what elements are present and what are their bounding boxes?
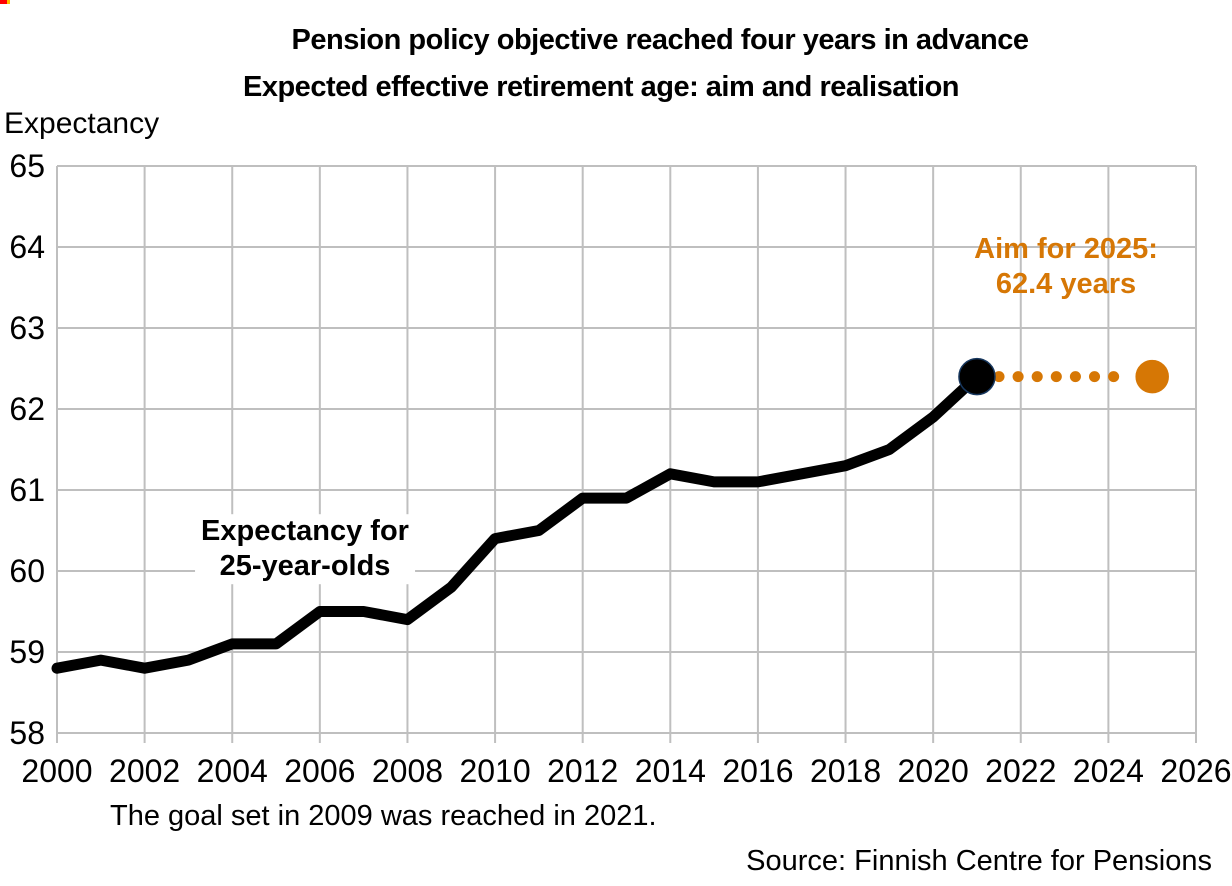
aim-label-line1: Aim for 2025: [974,233,1158,266]
y-tick-label: 61 [9,472,45,508]
y-tick-label: 58 [9,715,45,751]
y-tick-label: 60 [9,553,45,589]
y-tick-label: 62 [9,391,45,427]
x-tick-label: 2020 [898,753,969,789]
x-tick-label: 2010 [459,753,530,789]
x-tick-label: 2004 [197,753,268,789]
x-tick-label: 2024 [1073,753,1144,789]
series-label-line2: 25-year-olds [219,550,391,582]
corner-artifact [0,0,7,4]
y-tick-label: 59 [9,634,45,670]
aim-marker [1135,359,1169,394]
chart-title: Pension policy objective reached four ye… [291,24,1029,56]
y-tick-label: 65 [9,148,45,184]
chart-subtitle: Expected effective retirement age: aim a… [243,71,960,103]
x-tick-label: 2006 [284,753,355,789]
source-note: Source: Finnish Centre for Pensions [746,845,1212,877]
footnote: The goal set in 2009 was reached in 2021… [110,800,657,832]
y-tick-label: 64 [9,229,45,265]
corner-artifact [7,0,10,4]
x-tick-label: 2018 [810,753,881,789]
x-tick-label: 2002 [109,753,180,789]
realised-marker [958,357,996,396]
x-tick-label: 2014 [635,753,706,789]
x-tick-label: 2000 [21,753,92,789]
x-tick-label: 2016 [722,753,793,789]
expectancy-line [51,371,983,674]
x-tick-label: 2008 [372,753,443,789]
aim-label-line2: 62.4 years [995,268,1137,300]
series-label-line1: Expectancy for [201,515,409,548]
y-axis-title: Expectancy [4,107,160,140]
aim-label: Aim for 2025: 62.4 years [974,232,1158,302]
y-tick-label: 63 [9,310,45,346]
x-tick-label: 2012 [547,753,618,789]
x-tick-label: 2026 [1160,753,1231,789]
x-tick-label: 2022 [985,753,1056,789]
series-label: Expectancy for 25-year-olds [195,514,415,584]
